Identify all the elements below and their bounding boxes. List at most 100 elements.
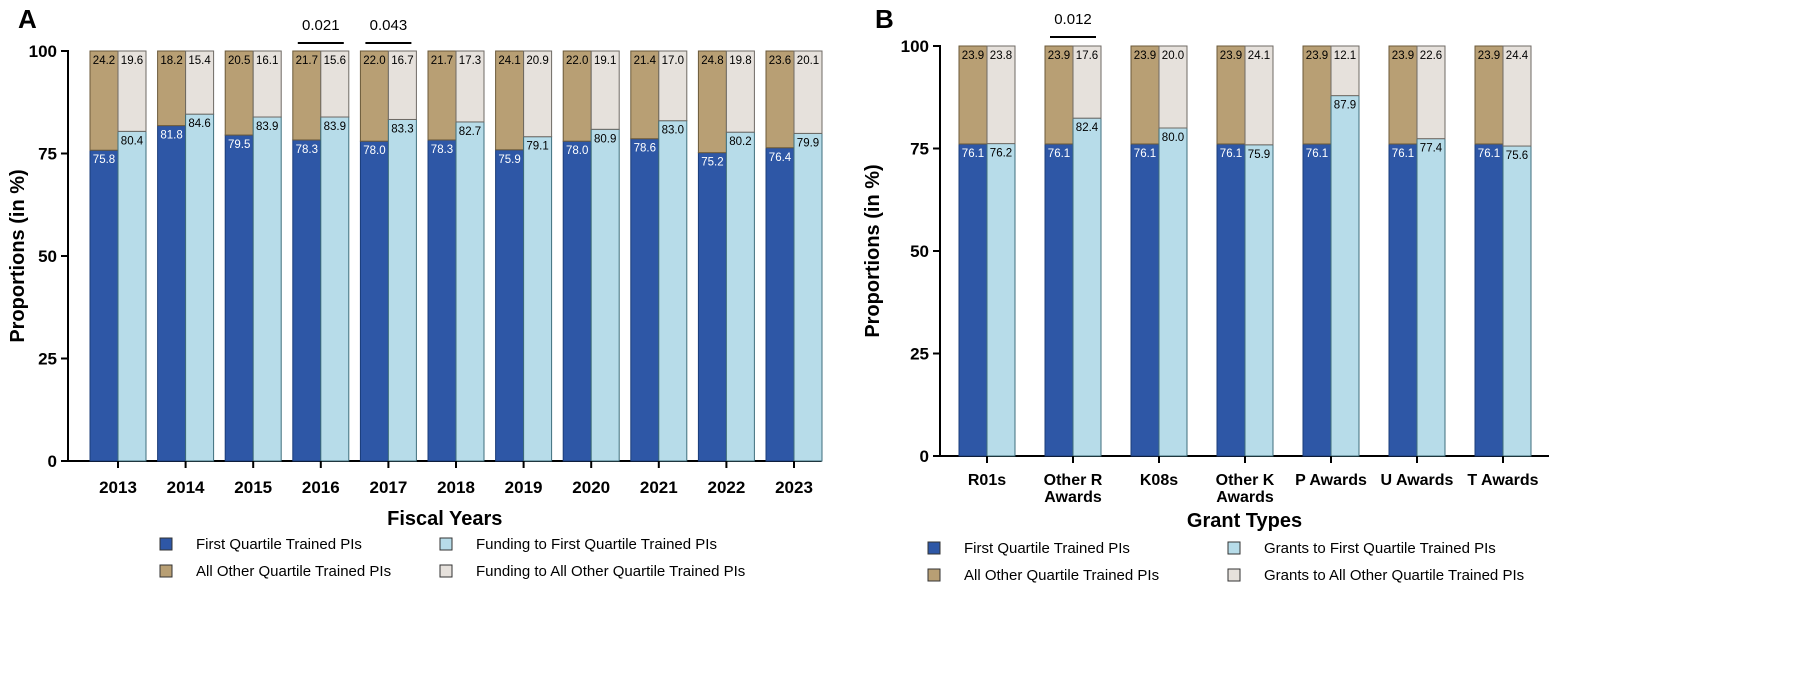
x-tick-label: R01s [968, 472, 1006, 489]
bar-segment [157, 125, 187, 462]
data-label: 20.5 [228, 55, 250, 67]
x-tick-label: Other K [1216, 472, 1275, 489]
bar-segment [658, 120, 688, 462]
data-label: 87.9 [1334, 100, 1356, 112]
bar-segment [793, 132, 823, 462]
bar-segment [185, 113, 215, 462]
bar-segment [958, 45, 988, 145]
data-label: 23.9 [1392, 50, 1414, 62]
data-label: 24.8 [701, 55, 723, 67]
bar-segment [1044, 45, 1074, 145]
bar-segment [765, 50, 795, 149]
bar-segment [252, 116, 282, 462]
legend-label: All Other Quartile Trained PIs [196, 563, 391, 580]
data-label: 75.9 [498, 154, 520, 166]
data-label: 22.0 [363, 55, 385, 67]
x-tick-label: 2017 [369, 478, 407, 497]
data-label: 78.3 [296, 144, 318, 156]
bar-segment [562, 140, 592, 462]
data-label: 24.4 [1506, 50, 1529, 62]
data-label: 12.1 [1334, 50, 1356, 62]
data-label: 20.0 [1162, 50, 1184, 62]
x-tick-label: Other R [1044, 472, 1103, 489]
data-label: 19.8 [729, 55, 751, 67]
bar-segment [725, 131, 755, 462]
bar-segment [1216, 45, 1246, 145]
data-label: 83.9 [324, 121, 346, 133]
data-label: 76.1 [1134, 148, 1156, 160]
bar-segment [1072, 45, 1102, 119]
bar-segment [1158, 127, 1188, 457]
data-label: 75.2 [701, 157, 723, 169]
bar-segment [292, 139, 322, 462]
y-tick-label: 50 [910, 242, 929, 261]
data-label: 21.7 [296, 55, 318, 67]
data-label: 24.2 [93, 55, 115, 67]
bar-segment [387, 118, 417, 462]
bar-segment [986, 143, 1016, 457]
bar-segment [292, 50, 322, 141]
data-label: 81.8 [160, 130, 182, 142]
bar-segment [658, 50, 688, 122]
x-tick-label: Awards [1216, 489, 1274, 506]
bar-segment [590, 128, 620, 462]
legend-swatch [159, 537, 173, 551]
bar-segment [590, 50, 620, 130]
bar-segment [117, 50, 147, 132]
data-label: 20.9 [526, 55, 548, 67]
legend-label: Grants to All Other Quartile Trained PIs [1264, 567, 1524, 584]
data-label: 16.1 [256, 55, 278, 67]
bar-segment [1158, 45, 1188, 129]
legend-label: All Other Quartile Trained PIs [964, 567, 1159, 584]
legend-swatch [439, 537, 453, 551]
legend-swatch [439, 564, 453, 578]
data-label: 17.6 [1076, 50, 1098, 62]
legend-label: Funding to First Quartile Trained PIs [476, 536, 717, 553]
bar-segment [958, 143, 988, 457]
bar-segment [320, 116, 350, 462]
bar-segment [523, 136, 553, 462]
bar-segment [1474, 45, 1504, 145]
bar-segment [1302, 143, 1332, 457]
y-tick-label: 50 [38, 247, 57, 266]
bar-segment [1474, 143, 1504, 457]
bar-segment [1130, 45, 1160, 145]
legend-swatch [1227, 568, 1241, 582]
bar-segment [1502, 45, 1532, 147]
bar-segment [387, 50, 417, 120]
data-label: 23.9 [1478, 50, 1500, 62]
data-label: 21.4 [634, 55, 657, 67]
legend-label: First Quartile Trained PIs [196, 536, 362, 553]
data-label: 82.4 [1076, 122, 1099, 134]
data-label: 76.1 [1306, 148, 1328, 160]
data-label: 76.1 [1478, 148, 1500, 160]
y-axis-title: Proportions (in %) [7, 169, 29, 342]
data-label: 79.5 [228, 139, 250, 151]
data-label: 78.0 [566, 145, 588, 157]
data-label: 23.6 [769, 55, 791, 67]
bar-segment [793, 50, 823, 134]
data-label: 19.6 [121, 55, 143, 67]
data-label: 75.9 [1248, 149, 1270, 161]
data-label: 23.9 [1048, 50, 1070, 62]
y-axis-title: Proportions (in %) [862, 164, 884, 337]
bar-segment [320, 50, 350, 118]
data-label: 76.1 [1392, 148, 1414, 160]
x-tick-label: 2021 [640, 478, 678, 497]
bar-segment [427, 50, 457, 141]
x-tick-label: P Awards [1295, 472, 1367, 489]
x-tick-label: U Awards [1381, 472, 1454, 489]
data-label: 76.1 [1220, 148, 1242, 160]
data-label: 17.0 [662, 55, 684, 67]
bar-segment [1044, 143, 1074, 457]
x-tick-label: 2022 [707, 478, 745, 497]
data-label: 80.2 [729, 136, 751, 148]
x-tick-label: 2013 [99, 478, 137, 497]
bar-segment [117, 130, 147, 462]
bar-segment [765, 147, 795, 462]
data-label: 21.7 [431, 55, 453, 67]
x-tick-label: 2015 [234, 478, 272, 497]
data-label: 75.6 [1506, 150, 1528, 162]
data-label: 23.9 [962, 50, 984, 62]
